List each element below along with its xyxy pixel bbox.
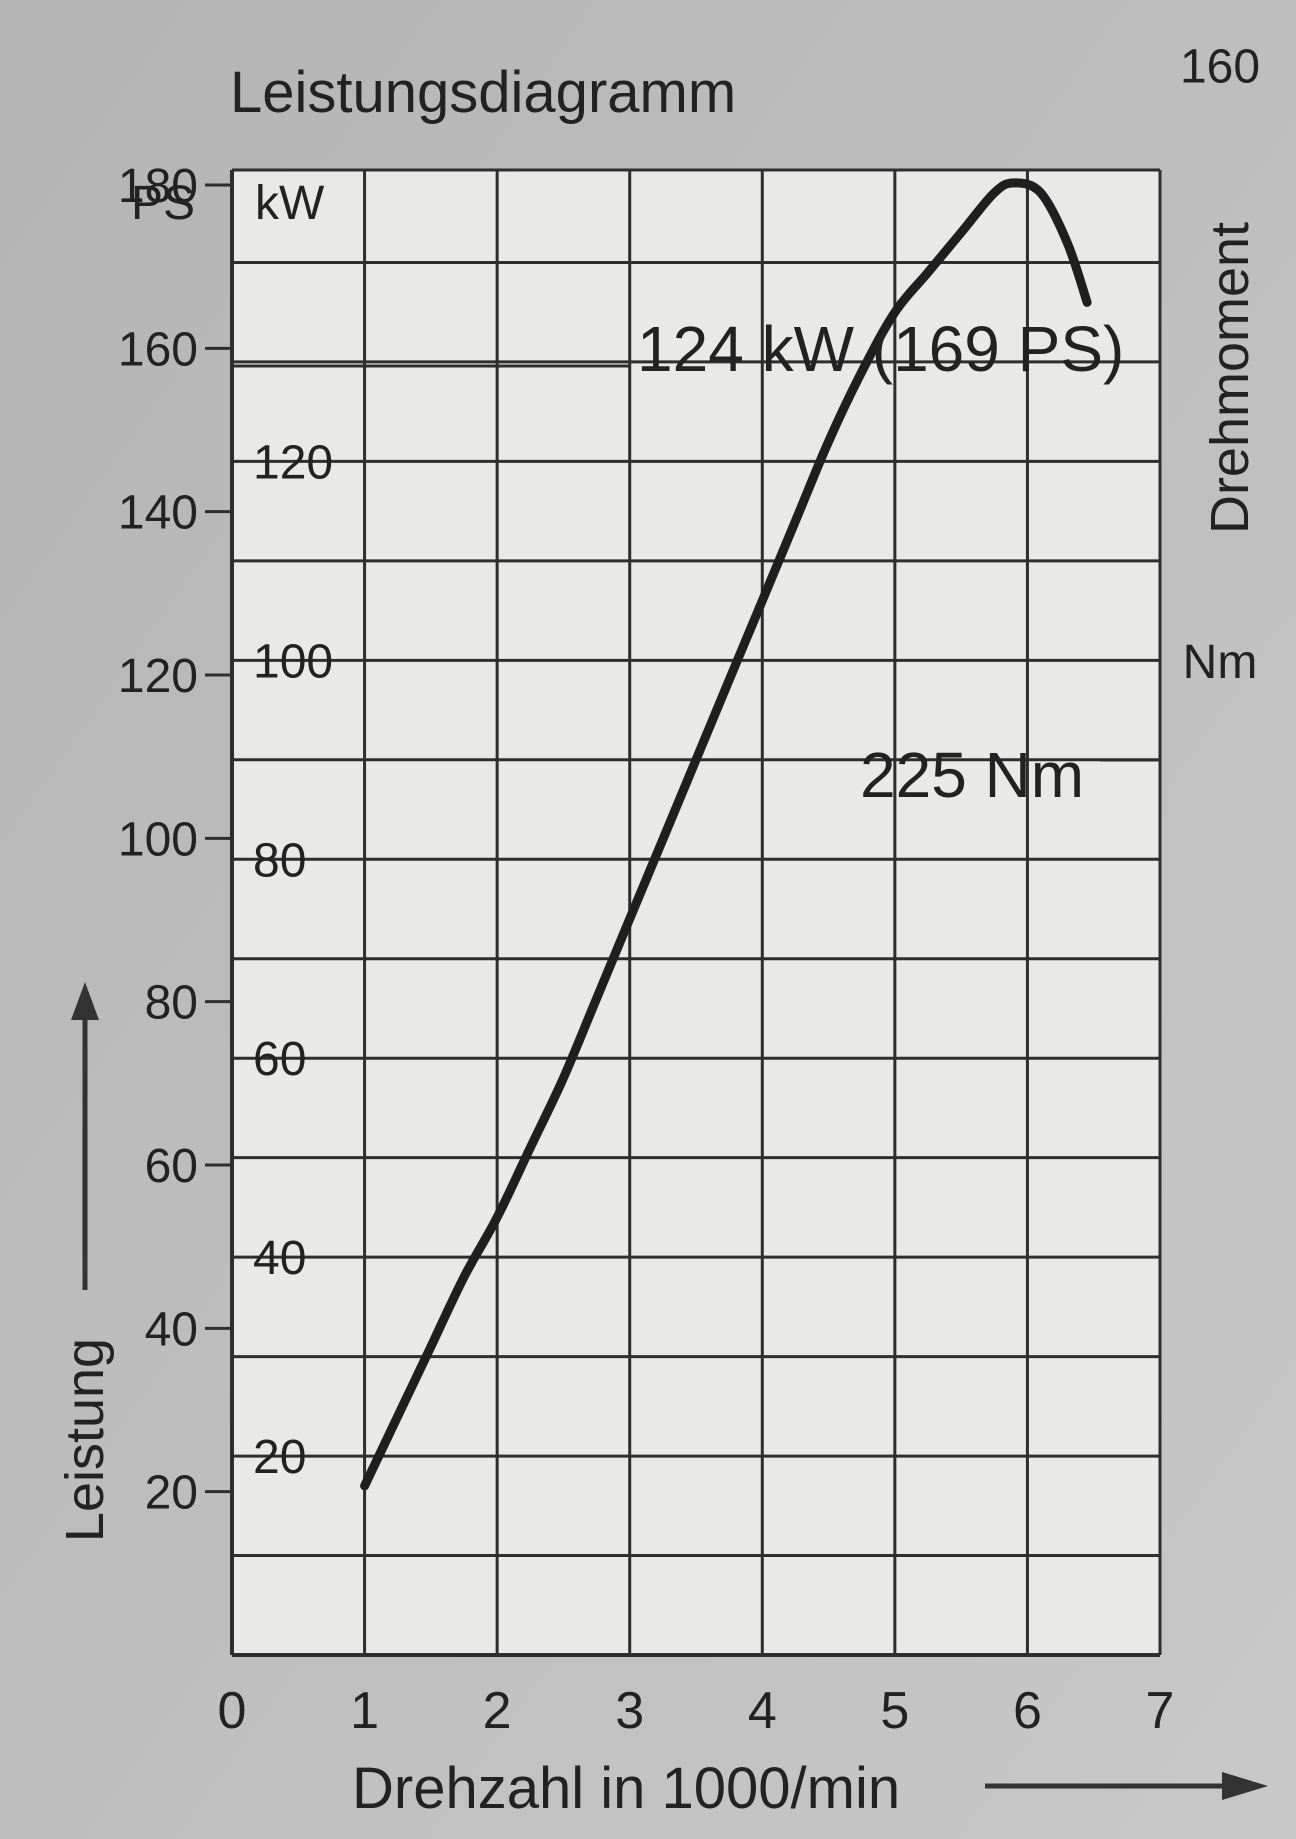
series-layer [360,178,1092,1491]
kw-tick-label: 20 [253,1431,306,1484]
torque-axis-label: Drehmoment [1200,222,1260,534]
kw-tick-label: 40 [253,1232,306,1285]
plot-area [232,170,1160,1655]
power-axis-label: Leistung [55,1338,115,1542]
grid [230,168,1162,1657]
kw-tick-label: 100 [253,635,333,688]
ps-tick-label: 120 [118,650,198,703]
nm-tick-label: 160 [1180,41,1260,94]
peak-torque-annotation: 225 Nm [860,739,1084,811]
x-tick-label: 2 [483,1682,512,1740]
kw-tick-label: 80 [253,834,306,887]
ps-tick-label: 100 [118,813,198,866]
chart-title: Leistungsdiagramm [230,60,736,125]
x-tick-label: 1 [350,1682,379,1740]
y-axis-arrow [71,982,99,1290]
ps-tick-label: 80 [145,977,198,1030]
nm-axis-unit: Nm [1183,636,1258,689]
kw-tick-label: 120 [253,436,333,489]
x-tick-label: 3 [615,1682,644,1740]
ps-tick-label: 60 [145,1140,198,1193]
x-axis-arrow [985,1772,1268,1800]
x-tick-label: 5 [880,1682,909,1740]
x-axis-label: Drehzahl in 1000/min [352,1756,900,1821]
kw-tick-label: 60 [253,1033,306,1086]
ps-axis-unit: PS [131,177,195,230]
x-tick-label: 6 [1013,1682,1042,1740]
axes: 0 1 2 3 4 5 6 7 20 40 60 80 100 120 140 160 180 20 40 60 80 1… [118,41,1260,1740]
kw-axis-unit: kW [255,177,325,230]
ps-tick-label: 20 [145,1467,198,1520]
power-curve [360,178,1092,1491]
x-tick-label: 0 [218,1682,247,1740]
peak-power-annotation: 124 kW (169 PS) [637,313,1124,385]
ps-tick-label: 180 [118,160,198,213]
x-tick-label: 4 [748,1682,777,1740]
ps-tick-label: 160 [118,323,198,376]
x-tick-label: 7 [1146,1682,1175,1740]
ps-tick-label: 140 [118,487,198,540]
ps-tick-label: 40 [145,1303,198,1356]
